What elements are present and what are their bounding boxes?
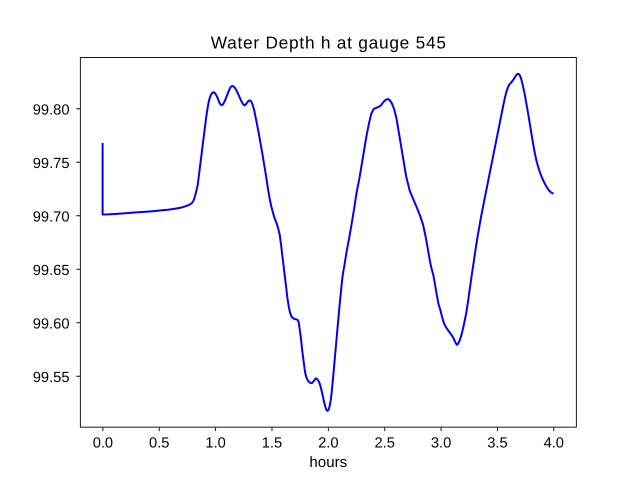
svg-text:99.80: 99.80	[33, 103, 70, 119]
svg-text:4.0: 4.0	[544, 435, 564, 451]
svg-text:3.5: 3.5	[487, 435, 507, 451]
svg-text:0.0: 0.0	[93, 435, 113, 451]
svg-text:99.65: 99.65	[33, 263, 70, 279]
svg-text:1.0: 1.0	[205, 435, 225, 451]
svg-text:0.5: 0.5	[149, 435, 169, 451]
svg-text:99.60: 99.60	[33, 317, 70, 333]
svg-text:hours: hours	[309, 454, 347, 471]
svg-text:2.0: 2.0	[318, 435, 338, 451]
svg-text:3.0: 3.0	[431, 435, 451, 451]
svg-text:1.5: 1.5	[262, 435, 282, 451]
svg-text:2.5: 2.5	[374, 435, 394, 451]
svg-text:99.70: 99.70	[33, 210, 70, 226]
svg-text:99.55: 99.55	[33, 370, 70, 386]
svg-text:99.75: 99.75	[33, 156, 70, 172]
svg-text:Water Depth h at gauge 545: Water Depth h at gauge 545	[211, 32, 447, 52]
